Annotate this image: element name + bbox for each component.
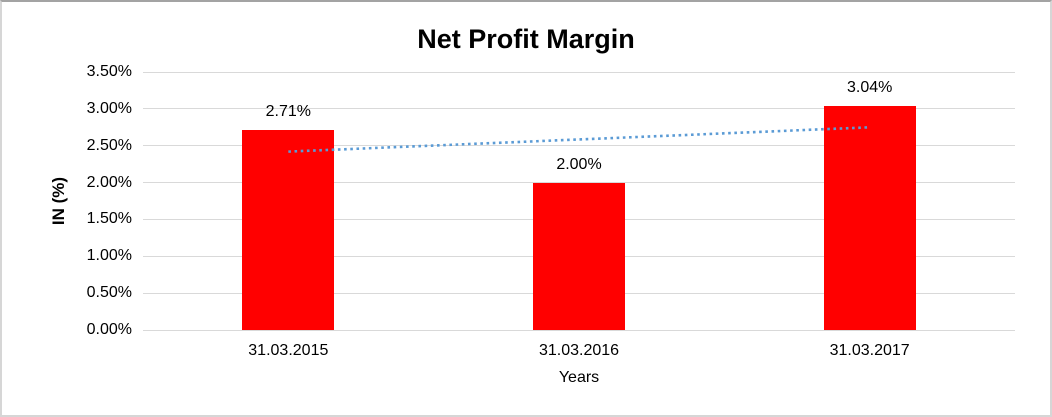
x-tick-label: 31.03.2017 (829, 342, 910, 359)
y-tick-label: 1.50% (86, 210, 132, 228)
bar (533, 182, 625, 330)
x-axis-title: Years (558, 369, 600, 386)
x-tick-label: 31.03.2015 (248, 342, 329, 359)
bar-data-label: 2.71% (265, 103, 312, 121)
bar-data-label: 3.04% (846, 78, 893, 96)
gridline (143, 71, 1015, 73)
x-tick-label: 31.03.2016 (538, 342, 620, 359)
bar (242, 130, 335, 330)
y-tick-label: 1.00% (86, 247, 132, 265)
y-tick-label: 0.00% (86, 321, 132, 338)
bar (823, 105, 916, 330)
y-tick-label: 3.00% (86, 99, 132, 117)
y-tick-label: 2.00% (86, 173, 132, 191)
gridline (143, 108, 1015, 110)
bar-data-label: 2.00% (556, 155, 602, 173)
y-tick-label: 2.50% (86, 136, 132, 154)
y-tick-label: 3.50% (86, 63, 132, 80)
y-tick-label: 0.50% (86, 284, 132, 302)
chart-title: Net Profit Margin (417, 24, 635, 54)
gridline (143, 329, 1015, 331)
